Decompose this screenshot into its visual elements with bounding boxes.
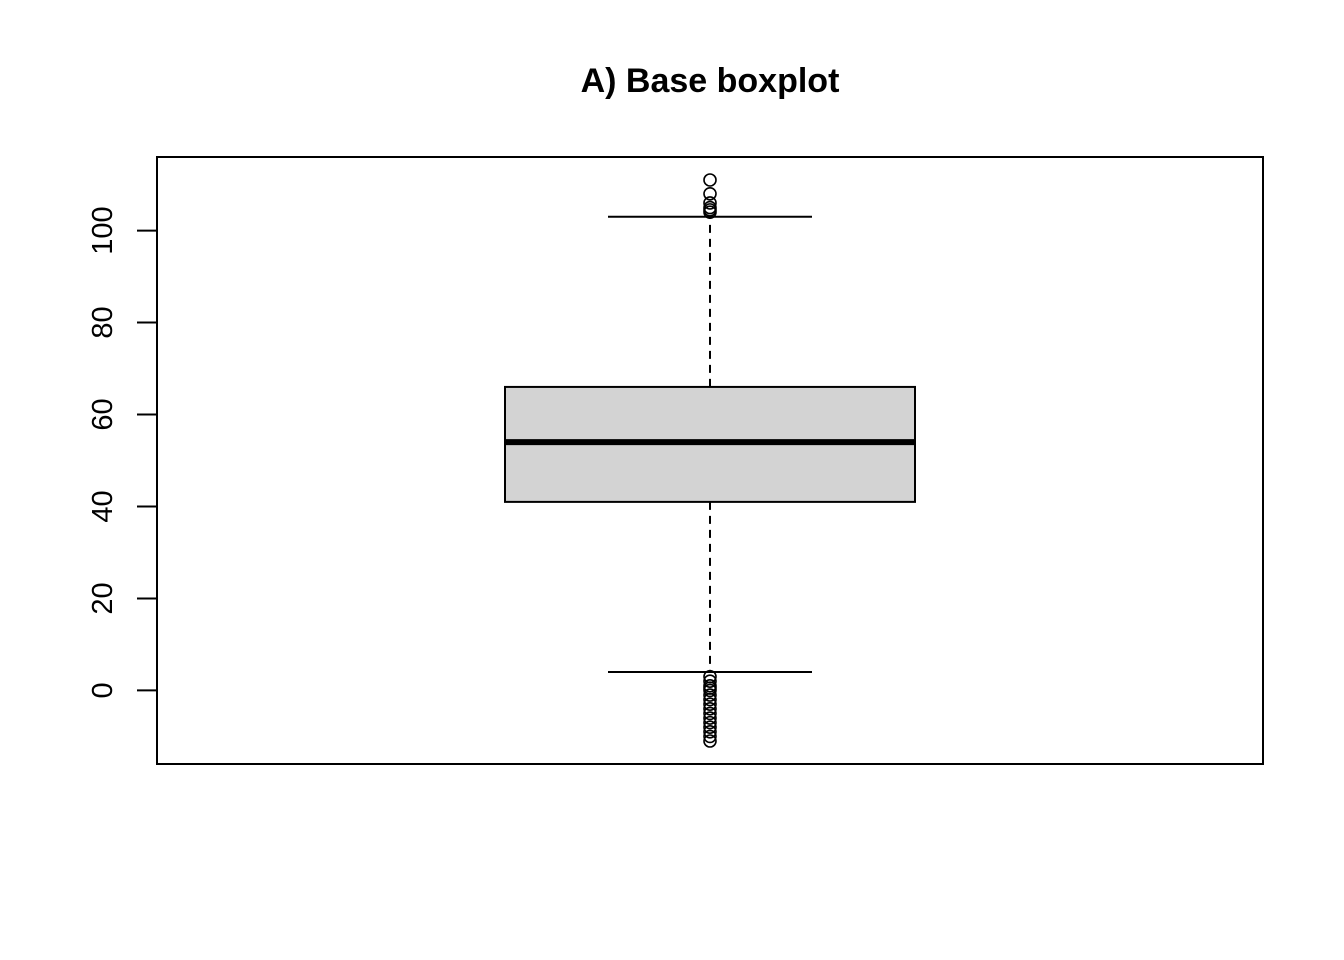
outlier-point bbox=[703, 692, 717, 707]
y-tick-label: 0 bbox=[87, 682, 119, 698]
outlier-point bbox=[703, 729, 717, 744]
outlier-point bbox=[703, 674, 717, 689]
outlier-point bbox=[703, 697, 717, 712]
y-tick-label: 100 bbox=[87, 206, 119, 254]
outlier-point bbox=[703, 725, 717, 739]
y-tick-label: 60 bbox=[87, 398, 119, 430]
boxplot bbox=[504, 215, 916, 674]
outlier-point bbox=[703, 734, 717, 748]
y-tick-label: 20 bbox=[87, 582, 119, 614]
y-tick-label: 40 bbox=[87, 490, 119, 522]
y-tick-label: 80 bbox=[87, 306, 119, 338]
outlier-point bbox=[703, 715, 717, 730]
outlier-point bbox=[703, 196, 717, 210]
outlier-points bbox=[703, 173, 717, 748]
outlier-point bbox=[703, 706, 717, 721]
outlier-point bbox=[703, 702, 717, 716]
outlier-point bbox=[703, 720, 717, 735]
outlier-point bbox=[703, 186, 717, 201]
outlier-point bbox=[703, 688, 717, 702]
y-axis-ticks: 0 20 40 60 80 100 bbox=[87, 206, 157, 698]
outlier-point bbox=[703, 683, 717, 698]
outlier-point bbox=[703, 711, 717, 725]
outlier-point bbox=[703, 205, 717, 219]
chart-title: A) Base boxplot bbox=[581, 62, 840, 100]
outlier-point bbox=[703, 173, 717, 187]
